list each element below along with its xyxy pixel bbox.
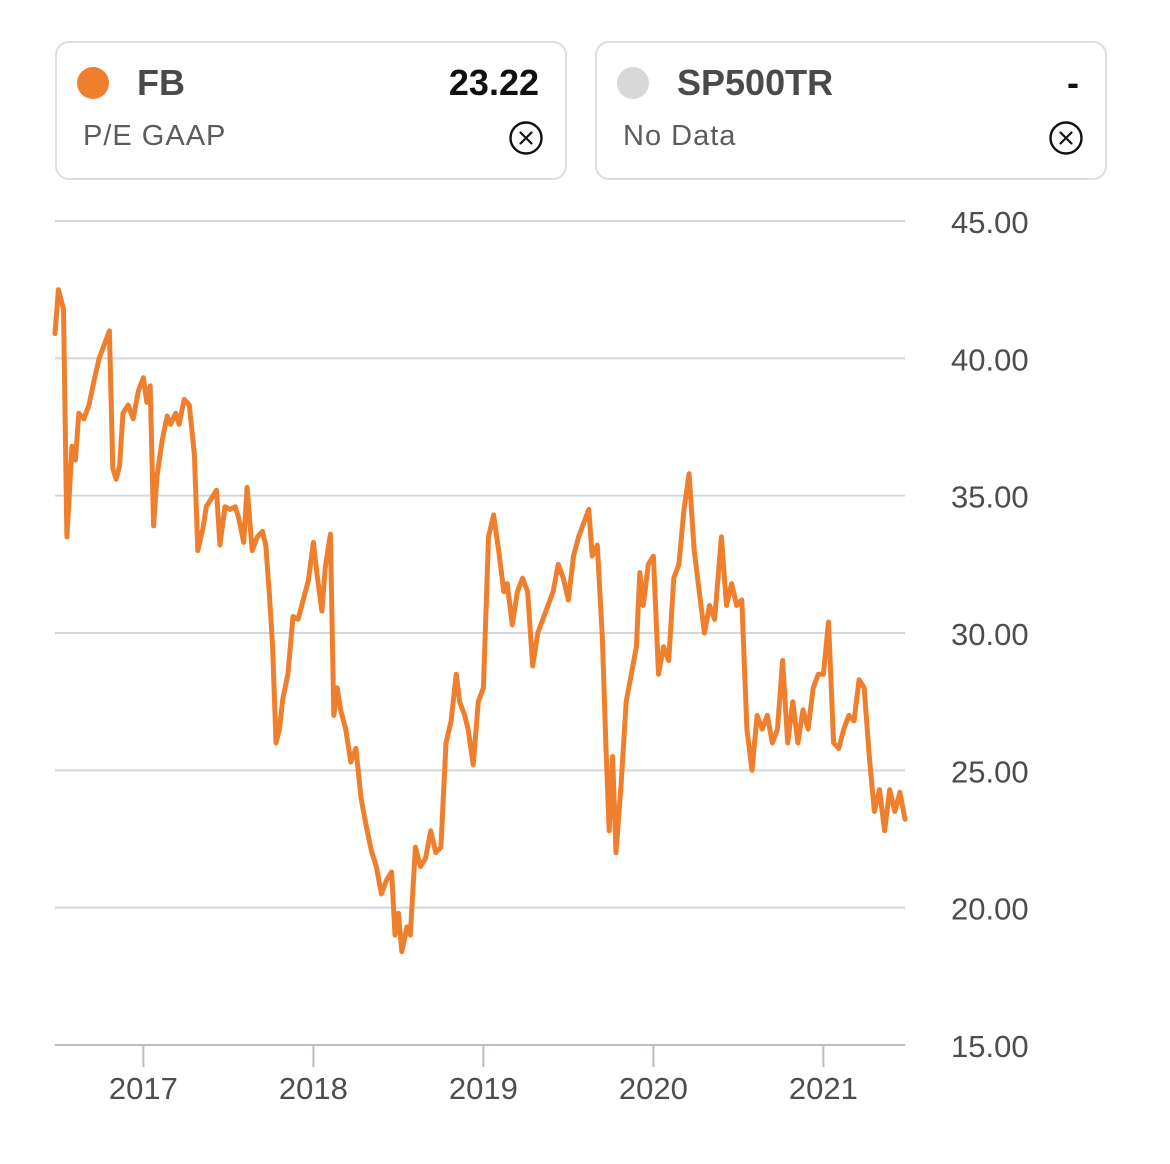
x-axis: 2017 2018 2019 2020 2021 [109,1045,858,1106]
close-circle-icon[interactable] [1049,121,1083,155]
legend-card-fb[interactable]: FB 23.22 P/E GAAP [55,41,567,180]
close-circle-icon[interactable] [509,121,543,155]
y-tick-label: 20.00 [951,892,1029,927]
y-tick-label: 35.00 [951,480,1029,515]
legend-card-sp500tr[interactable]: SP500TR - No Data [595,41,1107,180]
series-color-dot [77,67,109,99]
y-axis: 45.00 40.00 35.00 30.00 25.00 20.00 15.00 [951,205,1029,1064]
legend-metric: P/E GAAP [83,120,227,152]
x-tick-label: 2020 [619,1071,688,1106]
legend-symbol: SP500TR [677,62,834,103]
series-line-fb [52,287,908,955]
y-tick-label: 15.00 [951,1029,1029,1064]
y-tick-label: 45.00 [951,205,1029,240]
x-tick-label: 2019 [449,1071,518,1106]
x-tick-label: 2017 [109,1071,178,1106]
y-tick-label: 30.00 [951,617,1029,652]
y-tick-label: 25.00 [951,754,1029,789]
x-tick-label: 2018 [279,1071,348,1106]
legend-metric: No Data [623,120,737,152]
chart-series [52,287,908,955]
x-tick-label: 2021 [789,1071,858,1106]
legend-value: - [1067,62,1079,103]
series-color-dot [617,67,649,99]
y-tick-label: 40.00 [951,342,1029,377]
legend-symbol: FB [137,62,185,103]
chart-gridlines [55,220,905,1046]
legend-value: 23.22 [448,62,539,103]
